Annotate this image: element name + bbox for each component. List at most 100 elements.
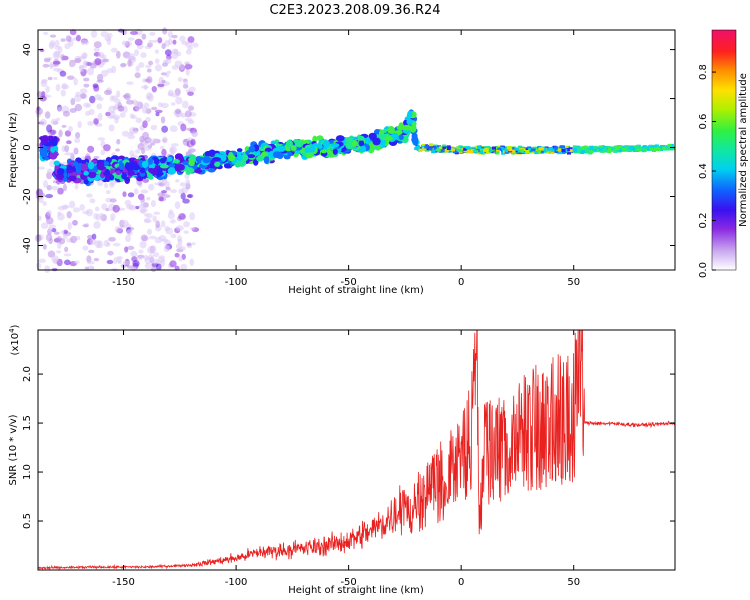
spectrogram-noise-cell [64, 259, 71, 266]
spectrogram-band-cell [553, 146, 558, 150]
spectrogram-noise-cell [144, 217, 151, 223]
spectrogram-noise-cell [122, 94, 130, 99]
spectrogram-band-cell [526, 147, 531, 151]
spectrogram-ridge-cell [411, 135, 419, 144]
spectrogram-band-cell [531, 148, 536, 152]
spectrogram-noise-cell [157, 37, 163, 44]
spectrogram-noise-cell [181, 100, 189, 109]
spectrogram-noise-cell [53, 50, 61, 58]
spectrogram-noise-cell [82, 210, 91, 215]
spectrogram-band-cell [524, 148, 529, 152]
spectrogram-noise-cell [94, 94, 102, 100]
spectrogram-noise-cell [93, 212, 98, 220]
spectrogram-noise-cell [142, 178, 150, 183]
spectrogram-band-cell [463, 147, 468, 151]
spectrogram-band-cell [422, 147, 427, 151]
spectrogram-ridge-cell [194, 168, 203, 174]
spectrogram-band-cell [479, 150, 484, 154]
spectrogram-noise-cell [114, 117, 119, 124]
spectrogram-noise-cell [68, 125, 73, 133]
spectrogram-ridge-cell [208, 149, 216, 157]
spectrogram-band-cell [598, 147, 603, 151]
spectrogram-noise-cell [115, 90, 121, 98]
spectrogram-ridge-cell [407, 110, 413, 118]
spectrogram-noise-cell [148, 60, 154, 66]
spectrogram-band-cell [586, 149, 591, 153]
spectrogram-noise-cell [93, 47, 100, 52]
spectrogram-noise-cell [46, 171, 53, 180]
spectrogram-band-cell [554, 149, 559, 153]
spectrogram-noise-cell [53, 76, 58, 81]
spectrogram-band-cell [465, 146, 470, 150]
spectrogram-band-cell [577, 147, 582, 151]
spectrogram-noise-cell [183, 230, 189, 234]
spectrogram-noise-cell [171, 48, 178, 54]
spectrogram-ridge-cell [372, 137, 381, 146]
snr-x-label: Height of straight line (km) [288, 585, 424, 596]
spectrogram-band-cell [581, 148, 586, 152]
spectrogram-noise-cell [187, 119, 195, 125]
spectrogram-noise-cell [74, 137, 81, 144]
spectrogram-noise-cell [140, 52, 147, 59]
spectrogram-noise-cell [49, 34, 57, 38]
spectrogram-band-cell [578, 149, 583, 153]
spectrogram-noise-cell [79, 88, 88, 94]
spectrogram-noise-cell [183, 79, 188, 86]
spectrogram-noise-cell [148, 254, 154, 262]
spectrogram-noise-cell [132, 260, 140, 267]
spectrogram-band-cell [542, 148, 547, 152]
spectrogram-band-cell [510, 149, 515, 153]
colorbar-gradient [712, 30, 736, 270]
spectrogram-noise-cell [122, 260, 131, 266]
spectrogram-noise-cell [135, 104, 140, 111]
spectrogram-band-cell [459, 149, 464, 153]
spectrogram-noise-cell [39, 48, 45, 53]
spectrogram-ridge-cell [139, 167, 146, 174]
spectrogram-band-cell [497, 147, 502, 151]
spectrogram-noise-cell [155, 263, 162, 271]
spectrogram-noise-cell [187, 36, 195, 44]
spectrogram-noise-cell [145, 116, 151, 123]
spectrogram-noise-cell [81, 53, 87, 60]
spectrogram-noise-cell [159, 145, 165, 150]
spectrogram-noise-cell [106, 68, 114, 74]
spectrogram-noise-cell [154, 64, 162, 72]
spectrogram-noise-cell [135, 117, 142, 124]
spectrogram-noise-cell [105, 111, 111, 117]
spectrogram-ridge-cell [316, 135, 324, 141]
spectrogram-noise-cell [134, 38, 143, 46]
spectrogram-noise-cell [152, 215, 157, 223]
spectrogram-band-cell [630, 146, 635, 150]
spectrogram-noise-cell [85, 110, 91, 116]
spectrogram-noise-cell [157, 83, 165, 87]
spectrogram-ridge-cell [132, 164, 141, 171]
colorbar-tick-label: 0.8 [698, 64, 709, 80]
snr-scale-exponent: 4 [8, 328, 16, 333]
spectrogram-noise-cell [83, 102, 90, 108]
spectrogram-noise-cell [112, 105, 118, 110]
spectrogram-noise-cell [178, 213, 186, 220]
spectrogram-ridge-cell [223, 163, 231, 169]
spectrogram-noise-cell [61, 124, 67, 128]
spectrogram-x-tick-label: -100 [225, 277, 248, 288]
spectrogram-band-cell [600, 145, 605, 149]
spectrogram-noise-cell [70, 98, 76, 106]
spectrogram-noise-cell [94, 240, 102, 249]
spectrogram-band-cell [517, 149, 522, 153]
spectrogram-noise-cell [79, 93, 87, 99]
spectrogram-noise-cell [152, 39, 158, 43]
spectrogram-noise-cell [157, 192, 165, 198]
spectrogram-noise-cell [174, 201, 181, 210]
spectrogram-ridge-cell [270, 140, 277, 145]
spectrogram-band-cell [539, 150, 544, 154]
spectrogram-ridge-cell [83, 170, 89, 176]
spectrogram-band-cell [476, 145, 481, 149]
spectrogram-noise-cell [135, 205, 140, 210]
spectrogram-noise-cell [88, 249, 95, 254]
spectrogram-noise-cell [66, 75, 75, 80]
spectrogram-y-tick-label: 0 [22, 144, 33, 150]
spectrogram-noise-cell [179, 182, 187, 187]
spectrogram-noise-cell [120, 219, 129, 227]
spectrogram-band-cell [615, 147, 620, 151]
